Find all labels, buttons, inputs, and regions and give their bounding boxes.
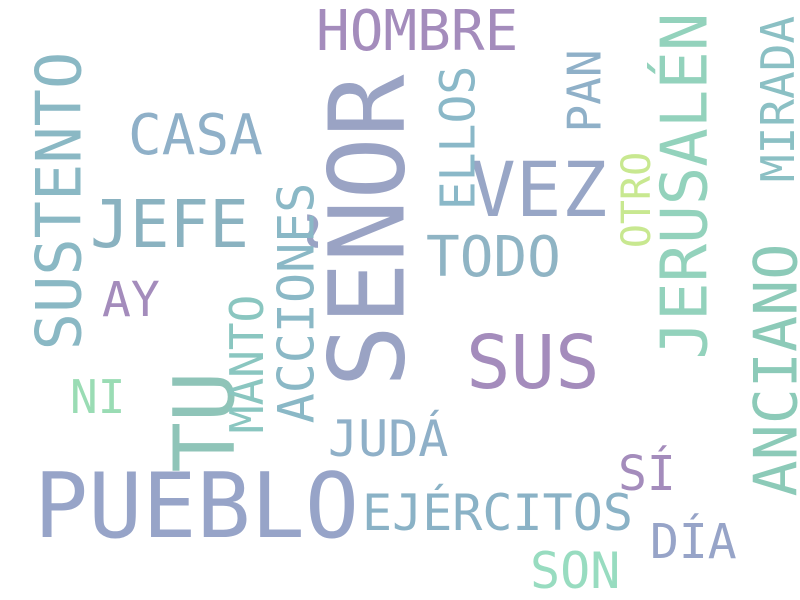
word-manto: MANTO (220, 294, 275, 434)
word-todo: TODO (426, 225, 561, 290)
word-pueblo: PUEBLO (34, 454, 360, 559)
word-ejercitos: EJÉRCITOS (362, 484, 633, 542)
word-otro: OTRO (614, 151, 661, 249)
word-anciano: ANCIANO (741, 243, 800, 497)
word-ni: NI (70, 370, 126, 424)
word-dia: DÍA (650, 514, 737, 570)
word-sus: SUS (466, 320, 600, 406)
word-casa: CASA (128, 103, 263, 168)
word-vez: VEZ (470, 145, 608, 234)
word-jefe: JEFE (90, 186, 249, 263)
word-si: SÍ (618, 446, 676, 502)
word-mirada: MIRADA (751, 15, 800, 183)
word-ellos: ELLOS (430, 65, 487, 211)
word-juda: JUDÁ (328, 410, 449, 468)
word-acciones: ACCIONES (267, 182, 326, 424)
word-pan: PAN (557, 49, 612, 133)
word-senor: SEÑOR (306, 74, 429, 388)
word-hombre: HOMBRE (316, 0, 519, 64)
word-sustento: SUSTENTO (22, 51, 96, 351)
word-jerusalen: JERUSALÉN (648, 12, 723, 360)
word-ay: AY (102, 272, 160, 328)
word-son: SON (530, 542, 621, 600)
